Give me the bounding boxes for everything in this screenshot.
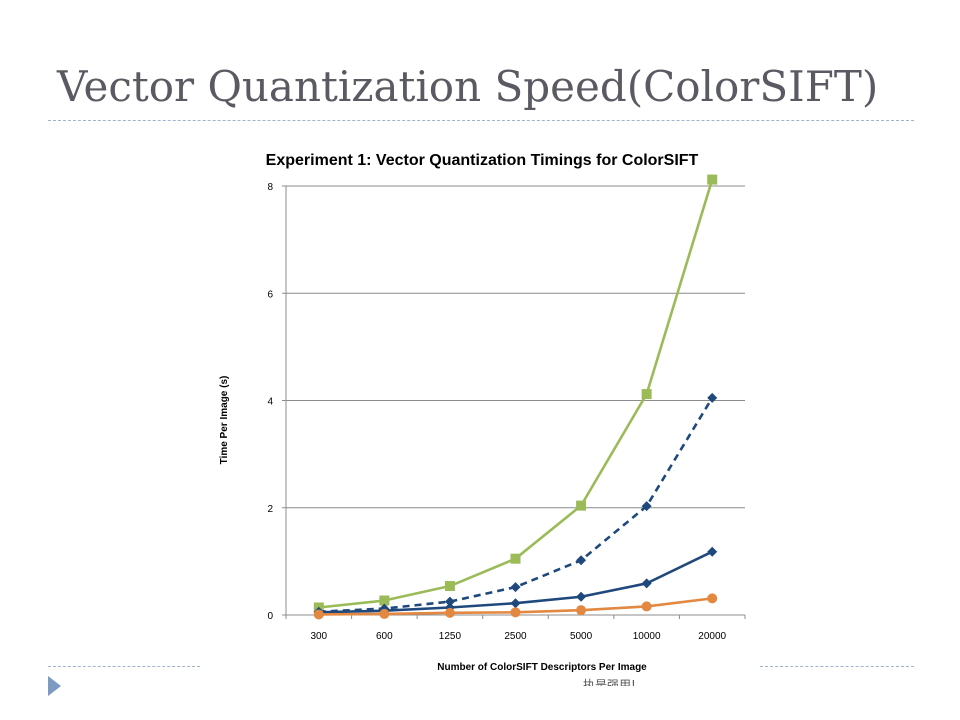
series-2-point-6 [707,546,718,557]
series-3-point-5 [641,601,652,612]
series-1-point-3 [510,582,521,593]
series-2-point-5 [641,578,652,589]
series-3-point-6 [707,593,718,604]
series-line-0 [318,179,714,609]
y-tick-label: 6 [267,289,273,300]
x-axis-label: Number of ColorSIFT Descriptors Per Imag… [437,662,647,673]
series-1-point-4 [576,555,587,566]
x-tick-label: 2500 [504,631,527,642]
series-2-point-3 [510,598,521,609]
series-3-point-3 [510,607,521,618]
y-tick-label: 4 [267,397,273,408]
line-chart: Experiment 1: Vector Quantization Timing… [219,152,746,673]
x-tick-label: 10000 [633,631,661,642]
y-axis-label: Time Per Image (s) [219,376,230,465]
chart-title: Experiment 1: Vector Quantization Timing… [266,152,699,169]
x-tick-label: 20000 [698,631,726,642]
x-tick-label: 300 [310,631,327,642]
footer-text: 执是强用! [583,678,636,686]
triangle-bullet-icon [48,676,61,696]
series-3-point-2 [444,607,455,618]
y-tick-label: 0 [267,611,273,622]
series-3-point-1 [379,608,390,619]
series-1-point-2 [444,596,455,607]
x-tick-label: 5000 [570,631,593,642]
series-3-point-0 [313,609,324,620]
y-tick-label: 8 [267,182,273,193]
footer-divider-left [48,666,200,667]
series-0-point-6 [707,174,718,185]
title-divider [48,120,914,121]
x-tick-label: 1250 [439,631,462,642]
series-0-point-5 [641,389,652,400]
slide-title: Vector Quantization Speed(ColorSIFT) [57,62,879,111]
footer-divider-right [760,666,914,667]
x-tick-label: 600 [376,631,393,642]
series-3-point-4 [576,605,587,616]
x-axis-ticks: 300 600 1250 2500 5000 10000 20000 [310,631,726,642]
chart-grid [282,185,746,619]
series-0-point-3 [510,553,521,564]
chart-series [313,174,718,620]
y-tick-label: 2 [267,504,273,515]
series-1-point-6 [707,392,718,403]
series-0-point-1 [379,595,390,606]
y-axis-ticks: 0 2 4 6 8 [267,182,273,622]
series-0-point-2 [444,581,455,592]
series-1-point-5 [641,501,652,512]
series-2-point-4 [576,591,587,602]
series-0-point-4 [576,500,587,511]
